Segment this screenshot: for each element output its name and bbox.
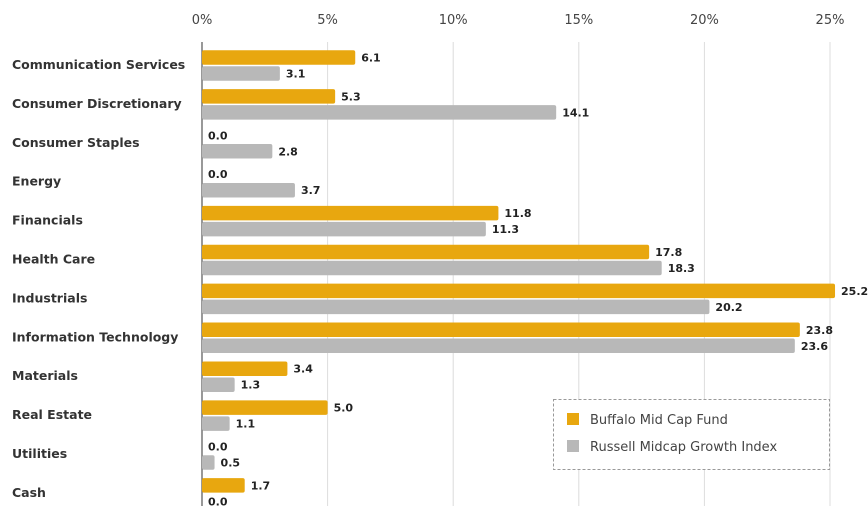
bar-fund-communication-services: [202, 50, 356, 65]
value-label-fund-industrials: 25.2: [841, 285, 868, 298]
category-label-utilities: Utilities: [12, 446, 67, 461]
bar-index-energy: [202, 182, 295, 198]
legend-label-buffalo-mid-cap-fund: Buffalo Mid Cap Fund: [590, 413, 728, 428]
value-label-fund-health-care: 17.8: [655, 246, 682, 259]
value-label-fund-financials: 11.8: [504, 207, 531, 220]
bar-index-industrials: [202, 299, 710, 315]
value-label-fund-consumer-discretionary: 5.3: [341, 90, 361, 103]
value-label-index-cash: 0.0: [208, 495, 228, 506]
category-label-materials: Materials: [12, 368, 78, 383]
value-label-index-information-technology: 23.6: [801, 340, 828, 353]
bar-index-financials: [202, 221, 486, 237]
bar-index-consumer-discretionary: [202, 105, 557, 120]
value-label-index-utilities: 0.5: [221, 457, 241, 470]
value-label-index-consumer-discretionary: 14.1: [562, 106, 589, 119]
legend-box: [553, 399, 830, 470]
bar-index-materials: [202, 377, 235, 392]
category-label-communication-services: Communication Services: [12, 57, 185, 72]
category-label-financials: Financials: [12, 213, 83, 228]
category-label-cash: Cash: [12, 485, 46, 500]
value-label-fund-cash: 1.7: [251, 479, 270, 492]
x-tick-label: 5%: [317, 13, 338, 28]
bar-fund-materials: [202, 361, 288, 376]
value-label-fund-consumer-staples: 0.0: [208, 129, 228, 142]
category-label-information-technology: Information Technology: [12, 329, 178, 344]
legend-swatch-russell-midcap-growth-index: [567, 440, 579, 452]
value-label-index-energy: 3.7: [301, 184, 321, 197]
value-label-index-industrials: 20.2: [715, 301, 742, 314]
legend-swatch-buffalo-mid-cap-fund: [567, 413, 579, 425]
x-tick-label: 15%: [564, 13, 593, 28]
bar-index-communication-services: [202, 66, 280, 81]
bar-fund-financials: [202, 205, 499, 221]
value-label-index-communication-services: 3.1: [286, 68, 306, 81]
bar-fund-cash: [202, 478, 245, 493]
legend: Buffalo Mid Cap Fund Russell Midcap Growt…: [553, 399, 830, 470]
bar-fund-health-care: [202, 244, 650, 260]
bar-index-utilities: [202, 455, 215, 470]
bar-index-health-care: [202, 260, 662, 276]
x-tick-label: 25%: [816, 13, 845, 28]
x-tick-label: 0%: [192, 13, 213, 28]
bar-fund-real-estate: [202, 400, 328, 415]
bars: [202, 50, 836, 493]
x-tick-label: 10%: [439, 13, 468, 28]
value-label-fund-communication-services: 6.1: [361, 52, 381, 65]
category-label-real-estate: Real Estate: [12, 407, 92, 422]
value-label-fund-materials: 3.4: [293, 363, 313, 376]
category-label-industrials: Industrials: [12, 290, 87, 305]
x-axis-ticks: 0% 5% 10% 15% 20% 25%: [192, 13, 845, 28]
category-labels: Communication Services Consumer Discretio…: [12, 57, 185, 500]
value-label-index-real-estate: 1.1: [236, 418, 256, 431]
bar-fund-information-technology: [202, 322, 800, 338]
value-label-index-consumer-staples: 2.8: [278, 145, 298, 158]
value-label-fund-real-estate: 5.0: [334, 402, 354, 415]
x-tick-label: 20%: [690, 13, 719, 28]
gridlines: [201, 42, 831, 506]
category-label-consumer-staples: Consumer Staples: [12, 135, 140, 150]
category-label-energy: Energy: [12, 174, 61, 189]
value-label-index-financials: 11.3: [492, 223, 519, 236]
value-label-fund-information-technology: 23.8: [806, 324, 833, 337]
bar-index-real-estate: [202, 416, 230, 431]
value-label-index-health-care: 18.3: [668, 262, 695, 275]
legend-label-russell-midcap-growth-index: Russell Midcap Growth Index: [590, 440, 777, 455]
value-labels: 6.1 3.1 5.3 14.1 0.0 2.8 0.0 3.7 11.8 11.3 17.8 18.…: [208, 52, 868, 506]
category-label-health-care: Health Care: [12, 252, 95, 267]
category-label-consumer-discretionary: Consumer Discretionary: [12, 96, 182, 111]
value-label-index-materials: 1.3: [241, 379, 261, 392]
value-label-fund-utilities: 0.0: [208, 441, 228, 454]
bar-index-information-technology: [202, 338, 795, 354]
bar-fund-industrials: [202, 283, 836, 299]
value-label-fund-energy: 0.0: [208, 168, 228, 181]
bar-index-consumer-staples: [202, 144, 273, 159]
bar-fund-consumer-discretionary: [202, 89, 336, 104]
